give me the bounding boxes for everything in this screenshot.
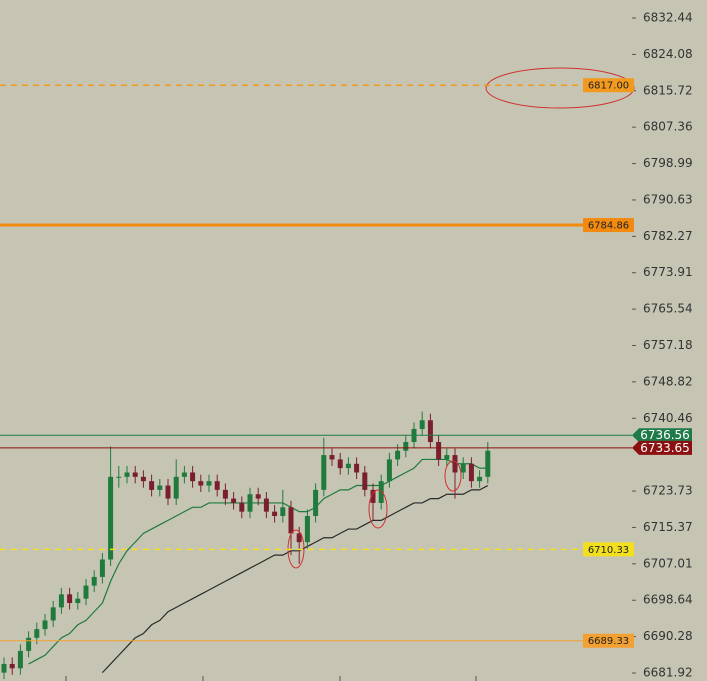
level-label: 6689.33 <box>588 636 629 647</box>
y-tick-label: 6740.46 <box>643 411 693 425</box>
candle-body <box>157 485 163 490</box>
level-label-box <box>632 428 692 443</box>
candle-body <box>173 476 179 499</box>
candle-body <box>34 629 40 638</box>
candle-body <box>460 463 466 473</box>
candle-body <box>67 594 73 604</box>
candle-body <box>75 598 81 604</box>
candle-body <box>83 585 89 599</box>
y-tick-label: 6681.92 <box>643 665 693 679</box>
candle-body <box>222 489 228 499</box>
candle-body <box>444 455 450 460</box>
candle-body <box>321 455 327 490</box>
annotation-ellipse <box>444 460 462 492</box>
y-tick-label: 6782.27 <box>643 229 693 243</box>
y-tick-label: 6807.36 <box>643 120 693 134</box>
candle-body <box>403 442 409 451</box>
candle-body <box>198 481 204 486</box>
candle-body <box>42 620 48 630</box>
candle-body <box>386 459 392 482</box>
candle-body <box>345 463 351 469</box>
candle-body <box>108 476 114 560</box>
candle-body <box>132 472 138 477</box>
candle-body <box>181 472 187 477</box>
y-tick-label: 6773.91 <box>643 265 693 279</box>
annotation-ellipse <box>368 489 388 529</box>
candle-body <box>26 637 32 651</box>
candle-body <box>378 481 384 503</box>
candle-body <box>91 576 97 586</box>
candle-body <box>17 650 23 669</box>
y-tick-label: 6832.44 <box>643 11 693 25</box>
y-tick-label: 6707.01 <box>643 556 693 570</box>
candle-body <box>395 450 401 460</box>
candle-body <box>99 559 105 577</box>
level-label: 6817.00 <box>588 81 629 92</box>
y-tick-label: 6690.28 <box>643 629 693 643</box>
candle-body <box>9 663 15 669</box>
candle-body <box>140 476 146 482</box>
candle-body <box>296 533 302 543</box>
y-tick-label: 6723.73 <box>643 484 693 498</box>
y-tick-label: 6765.54 <box>643 302 693 316</box>
candle-body <box>263 498 269 512</box>
candle-body <box>206 481 212 486</box>
level-label: 6710.33 <box>588 545 629 556</box>
candle-body <box>485 450 491 477</box>
y-tick-label: 6698.64 <box>643 593 693 607</box>
level-label: 6733.65 <box>640 441 690 455</box>
candle-body <box>452 455 458 473</box>
candle-body <box>419 420 425 429</box>
level-label-box <box>583 218 634 233</box>
candle-body <box>288 507 294 534</box>
level-label-box <box>632 440 692 455</box>
candle-body <box>231 498 237 503</box>
candle-body <box>337 459 343 469</box>
candle-body <box>436 442 442 460</box>
candle-body <box>313 489 319 516</box>
candle-body <box>247 494 253 512</box>
candle-body <box>468 463 474 482</box>
plot <box>1 411 491 680</box>
candle-body <box>329 455 335 460</box>
y-tick-label: 6748.82 <box>643 374 693 388</box>
y-tick-label: 6757.18 <box>643 338 693 352</box>
candle-body <box>124 472 130 477</box>
level-label-box <box>583 78 634 93</box>
candle-body <box>280 507 286 516</box>
y-tick-label: 6815.72 <box>643 83 693 97</box>
y-tick-label: 6790.63 <box>643 192 693 206</box>
candle-body <box>427 420 433 443</box>
level-label-box <box>583 542 634 557</box>
candle-body <box>477 476 483 482</box>
candle-body <box>239 502 245 512</box>
candle-body <box>370 489 376 503</box>
candle-body <box>58 594 64 608</box>
level-label-box <box>583 633 634 648</box>
candle-body <box>50 607 56 621</box>
candle-body <box>304 515 310 543</box>
candle-body <box>116 476 122 478</box>
candle-body <box>190 472 196 482</box>
candle-body <box>165 485 171 499</box>
candle-body <box>362 472 368 490</box>
level-label: 6736.56 <box>640 428 690 442</box>
y-tick-label: 6798.99 <box>643 156 693 170</box>
candle-body <box>255 494 261 499</box>
candle-body <box>272 511 278 516</box>
moving-average <box>101 485 489 674</box>
level-label: 6784.86 <box>588 221 629 232</box>
candle-body <box>149 481 155 490</box>
candle-body <box>354 463 360 473</box>
candle-body <box>1 663 7 673</box>
candle-body <box>214 481 220 490</box>
y-tick-label: 6715.37 <box>643 520 693 534</box>
y-tick-label: 6824.08 <box>643 47 693 61</box>
